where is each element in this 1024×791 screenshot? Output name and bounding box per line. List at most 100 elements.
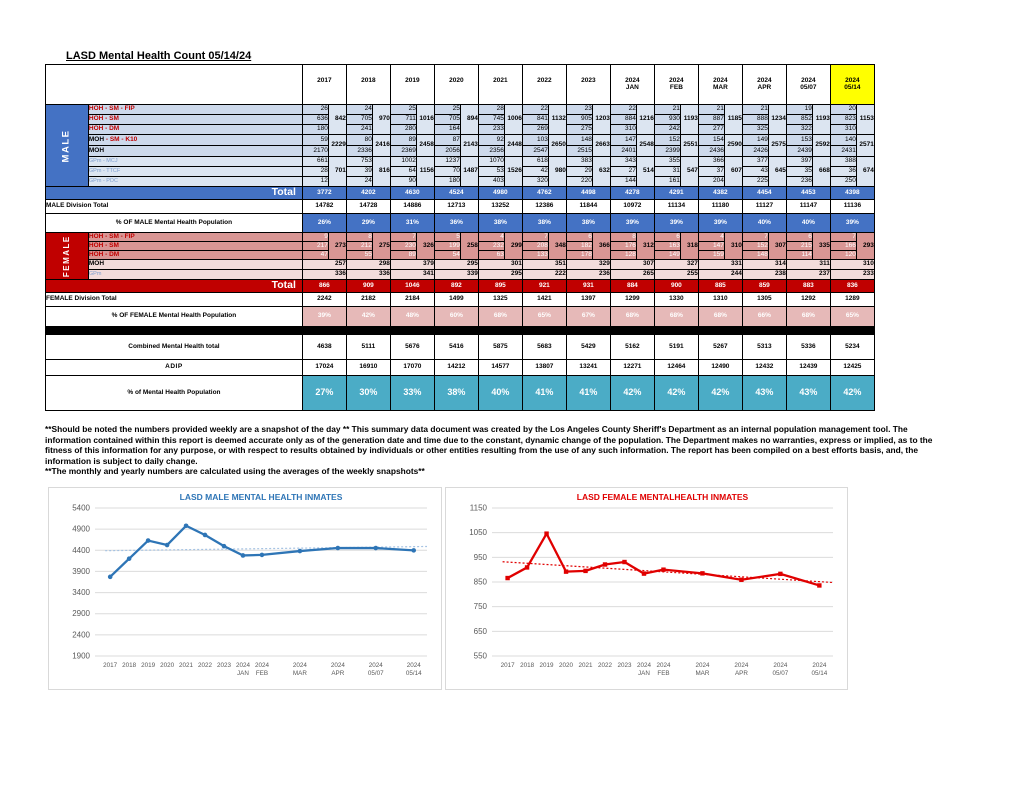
subtotal-cell: 335 <box>811 232 831 260</box>
adip-row: ADIP 17024 16910 17070 14212 14577 13807 13241 1… <box>45 359 875 376</box>
table-cell: 232 <box>477 241 505 251</box>
female-division-label: FEMALE Division Total <box>45 292 303 307</box>
female-total-cell: 1046 <box>389 279 435 293</box>
table-cell: 180 <box>433 176 461 187</box>
table-cell: 310 <box>829 259 875 270</box>
subtotal-cell: 632 <box>591 156 611 187</box>
x-tick-label: 2017 <box>103 662 118 669</box>
male-data-row: MOH 2170 2336 2369 2056 2356 2547 2515 2401 2399 2… <box>46 145 875 157</box>
table-cell: 144 <box>609 176 637 187</box>
table-cell: 377 <box>741 156 769 167</box>
header-year-line2 <box>523 85 565 92</box>
table-cell: 2426 <box>741 145 769 157</box>
female-pct-cell: 65% <box>521 306 567 327</box>
table-cell: 55 <box>345 250 373 260</box>
male-pct-cell: 38% <box>521 213 567 233</box>
subtotal-cell: 2650 <box>547 134 567 157</box>
female-pct-cell: 67% <box>565 306 611 327</box>
table-cell: 148 <box>565 134 593 146</box>
header-year-line1: 2023 <box>581 76 596 84</box>
table-cell: 54 <box>433 250 461 260</box>
table-cell: 311 <box>785 259 831 270</box>
table-cell: 147 <box>609 134 637 146</box>
combined-cell: 5875 <box>477 334 523 360</box>
male-division-cell: 14728 <box>345 199 391 214</box>
table-cell: 355 <box>653 156 681 167</box>
table-cell: 133 <box>521 250 549 260</box>
x-tick-label-line2: 05/07 <box>368 670 384 677</box>
subtotal-cell: 2592 <box>811 134 831 157</box>
table-cell: 884 <box>609 114 637 125</box>
adip-cell: 12425 <box>829 359 875 376</box>
x-tick-label: 2022 <box>598 662 613 669</box>
data-point <box>641 571 647 576</box>
data-point <box>297 548 303 554</box>
pct-total-cell: 43% <box>741 375 787 411</box>
header-year-line1: 2024 <box>669 76 684 84</box>
row-label: MOH <box>87 145 303 157</box>
subtotal-cell: 273 <box>327 232 347 260</box>
combined-cell: 5676 <box>389 334 435 360</box>
subtotal-cell: 607 <box>723 156 743 187</box>
pct-total-cell: 42% <box>653 375 699 411</box>
table-cell: 6 <box>653 232 681 242</box>
table-cell: 301 <box>477 259 523 270</box>
female-pct-cell: 65% <box>829 306 875 327</box>
header-year: 2024 APR <box>741 64 787 105</box>
subtotal-cell: 2590 <box>723 134 743 157</box>
table-cell: 661 <box>301 156 329 167</box>
female-pct-cell: 68% <box>785 306 831 327</box>
table-cell: 20 <box>829 104 857 115</box>
table-cell: 341 <box>389 269 435 280</box>
combined-cell: 5191 <box>653 334 699 360</box>
subtotal-cell: 1487 <box>459 156 479 187</box>
female-division-row: FEMALE Division Total 2242 2182 2184 1499 132… <box>45 292 875 307</box>
x-tick-label: 2024 <box>656 662 671 669</box>
x-tick-label-line2: FEB <box>657 670 669 677</box>
table-cell: 22 <box>609 104 637 115</box>
table-cell: 59 <box>301 134 329 146</box>
pct-total-cell: 42% <box>609 375 655 411</box>
adip-cell: 13807 <box>521 359 567 376</box>
table-cell: 90 <box>389 176 417 187</box>
table-cell: 2401 <box>609 145 637 157</box>
x-tick-label: 2021 <box>179 662 194 669</box>
table-cell: 329 <box>565 259 611 270</box>
male-total-cell: 4291 <box>653 186 699 200</box>
female-data-row: HOH - DM 47 55 89 54 63 133 178 128 149 159 148 114 1… <box>46 250 875 260</box>
header-year-line2 <box>567 85 609 92</box>
table-cell: 47 <box>301 250 329 260</box>
table-cell: 64 <box>389 166 417 177</box>
adip-cell: 16910 <box>345 359 391 376</box>
y-tick-label: 3900 <box>72 567 90 576</box>
female-total-row: Total 866 909 1046 892 895 921 931 884 900 885 859 8… <box>45 279 875 293</box>
table-cell: 705 <box>345 114 373 125</box>
data-point <box>622 559 627 565</box>
table-cell: 217 <box>301 241 329 251</box>
female-division-cell: 1325 <box>477 292 523 307</box>
adip-label: ADIP <box>45 359 303 376</box>
x-tick-label: 2023 <box>217 662 232 669</box>
table-cell: 242 <box>653 124 681 135</box>
female-total-cell: 892 <box>433 279 479 293</box>
y-tick-label: 4400 <box>72 546 90 555</box>
male-division-cell: 12713 <box>433 199 479 214</box>
table-cell: 343 <box>609 156 637 167</box>
male-pct-cell: 39% <box>697 213 743 233</box>
table-cell: 161 <box>653 176 681 187</box>
header-year: 2021 <box>477 64 523 105</box>
trendline <box>502 561 834 584</box>
header-year: 2022 <box>521 64 567 105</box>
male-pct-label: % OF MALE Mental Health Population <box>45 213 303 233</box>
table-cell: 403 <box>477 176 505 187</box>
female-division-cell: 1397 <box>565 292 611 307</box>
y-tick-label: 1050 <box>469 528 487 537</box>
disclaimer-paragraph-2: **The monthly and yearly numbers are cal… <box>45 466 425 476</box>
row-label: GPm <box>87 269 303 280</box>
table-cell: 24 <box>345 176 373 187</box>
row-label: HOH - SM - FIP <box>87 232 303 242</box>
male-pct-cell: 31% <box>389 213 435 233</box>
subtotal-cell: 1156 <box>415 156 435 187</box>
header-year-line2 <box>479 85 521 92</box>
male-data-row: HOH - SM 636 705 711 705 745 841 905 884 930 887 88… <box>46 114 875 125</box>
